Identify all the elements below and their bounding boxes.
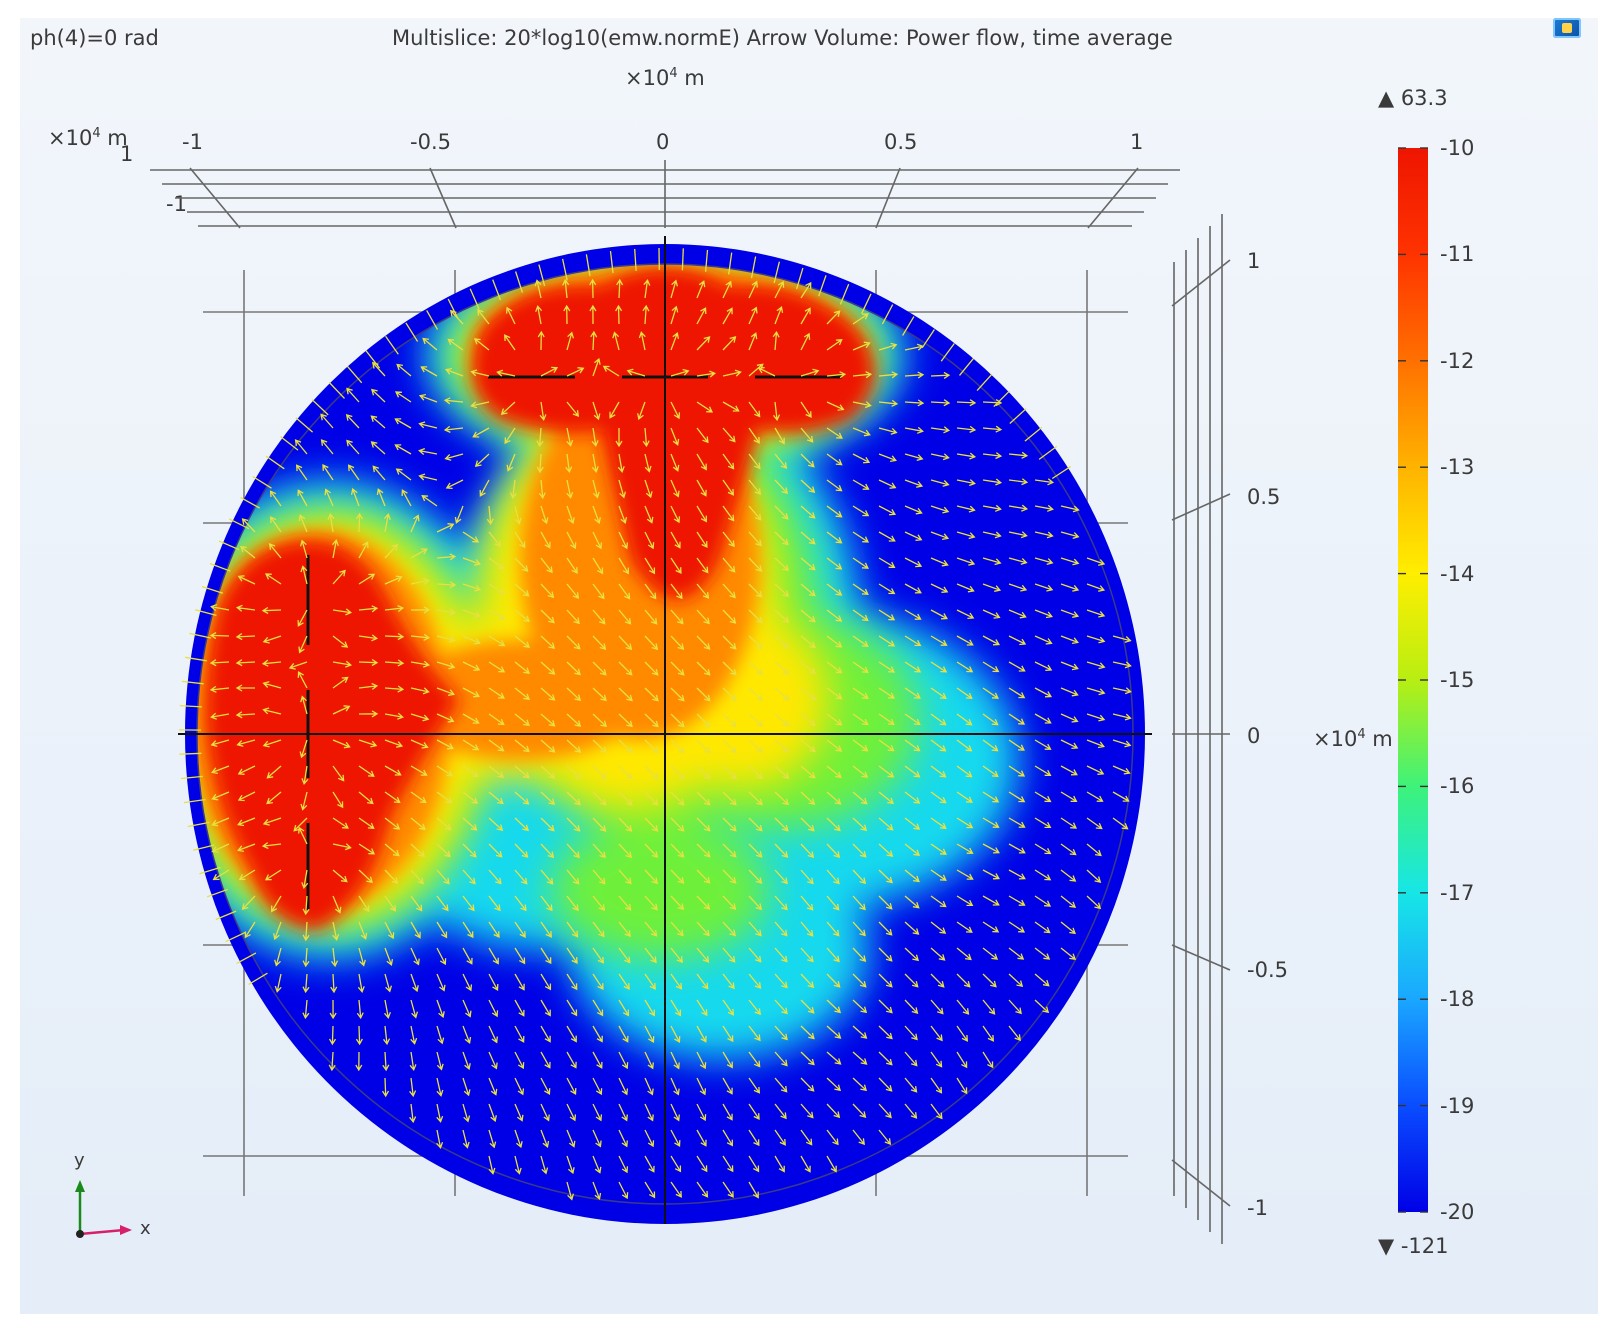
colorbar-max-label: ▲ 63.3	[1378, 86, 1448, 110]
colorbar-tick-label: -16	[1440, 774, 1475, 799]
antenna-elements	[306, 375, 842, 910]
y-tick: 0.5	[1247, 485, 1281, 509]
arrow-glyphs	[178, 247, 1132, 1201]
scale-exponent: 4	[1357, 727, 1366, 742]
depth-axis-scale: ×104 m	[48, 126, 128, 150]
depth-tick: 1	[120, 142, 134, 166]
y-tick: -1	[1247, 1196, 1268, 1220]
scale-text: ×10	[625, 66, 670, 90]
scale-unit: m	[107, 126, 128, 150]
x-tick: 1	[1130, 130, 1144, 154]
triad-y-label: y	[74, 1150, 85, 1171]
colorbar-tick-label: -14	[1440, 561, 1475, 586]
y-tick: 0	[1247, 724, 1261, 748]
scale-text: ×10	[1313, 727, 1358, 751]
triad-x-label: x	[140, 1218, 151, 1239]
perspective-grid-right	[1171, 214, 1231, 1244]
perspective-grid-top	[150, 160, 1180, 229]
colorbar-min-label: ▼ -121	[1378, 1234, 1449, 1258]
scale-exponent: 4	[92, 126, 101, 141]
x-tick: 0	[656, 130, 670, 154]
y-tick: 1	[1247, 249, 1261, 273]
colorbar-tick-label: -18	[1440, 987, 1475, 1012]
colorbar-tick-label: -10	[1440, 136, 1475, 160]
colorbar-tick-label: -20	[1440, 1200, 1475, 1224]
colorbar-ticks	[1398, 147, 1428, 1213]
colorbar-tick-label: -13	[1440, 455, 1475, 480]
top-axis-scale: ×104 m	[625, 66, 705, 90]
scale-unit: m	[1372, 727, 1393, 751]
colorbar-tick-label: -12	[1440, 348, 1475, 373]
x-tick: -0.5	[410, 130, 451, 154]
colorbar-tick-label: -17	[1440, 880, 1475, 905]
scale-text: ×10	[48, 126, 93, 150]
colorbar-tick-label: -11	[1440, 242, 1475, 267]
x-tick: -1	[182, 130, 203, 154]
slice-axes	[178, 236, 1152, 1224]
parameter-label: ph(4)=0 rad	[30, 26, 159, 50]
x-tick: 0.5	[884, 130, 918, 154]
scale-exponent: 4	[669, 66, 678, 81]
plot-title: Multislice: 20*log10(emw.normE) Arrow Vo…	[392, 26, 1173, 50]
colorbar-tick-label: -15	[1440, 668, 1475, 692]
power-flow-arrows	[178, 247, 1132, 1201]
y-axis-scale: ×104 m	[1313, 727, 1393, 751]
scale-unit: m	[684, 66, 705, 90]
colorbar-tick-label: -19	[1440, 1093, 1475, 1118]
axis-triad	[75, 1180, 132, 1238]
y-tick: -0.5	[1247, 958, 1288, 982]
software-logo-icon[interactable]	[1553, 18, 1581, 38]
